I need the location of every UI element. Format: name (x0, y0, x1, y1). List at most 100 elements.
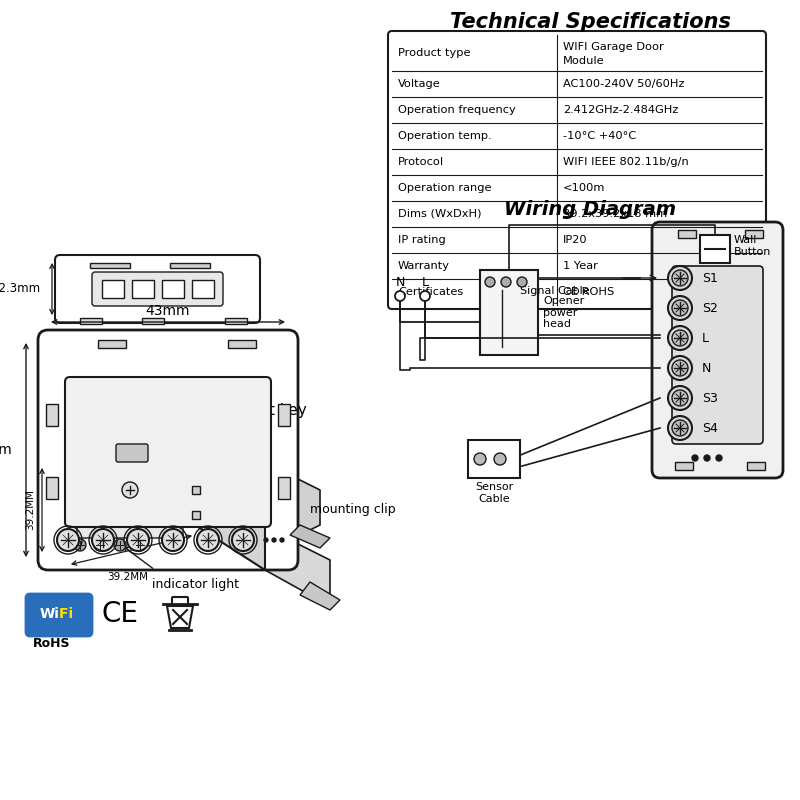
Text: -10°C +40°C: -10°C +40°C (563, 131, 636, 141)
Circle shape (74, 539, 86, 551)
Circle shape (501, 277, 511, 287)
Text: CE ROHS: CE ROHS (563, 287, 614, 297)
Circle shape (672, 330, 688, 346)
Text: IP20: IP20 (563, 235, 588, 245)
Text: S4: S4 (702, 422, 718, 434)
Bar (468, 440, 520, 478)
Circle shape (122, 482, 138, 498)
Text: 43mm: 43mm (146, 304, 190, 318)
Circle shape (94, 539, 106, 551)
Text: indicator light: indicator light (151, 578, 238, 591)
Circle shape (420, 291, 430, 301)
Circle shape (672, 270, 688, 286)
Circle shape (668, 386, 692, 410)
Bar (225, 318, 247, 324)
Circle shape (485, 277, 495, 287)
Circle shape (672, 390, 688, 406)
Text: Module: Module (563, 56, 605, 66)
Polygon shape (290, 525, 330, 548)
Text: Dims (WxDxH): Dims (WxDxH) (398, 209, 482, 219)
Text: 22.3mm: 22.3mm (0, 282, 40, 295)
Circle shape (57, 529, 79, 551)
Polygon shape (195, 435, 265, 570)
Circle shape (127, 529, 149, 551)
Bar (80, 318, 102, 324)
Text: Voltage: Voltage (398, 79, 441, 89)
FancyBboxPatch shape (388, 31, 766, 309)
Polygon shape (300, 582, 340, 610)
Circle shape (134, 539, 146, 551)
Text: WIFI Garage Door: WIFI Garage Door (563, 42, 664, 52)
Text: AC100-240V 50/60Hz: AC100-240V 50/60Hz (563, 79, 685, 89)
Circle shape (668, 296, 692, 320)
Bar (700, 235, 730, 263)
Bar (170, 263, 210, 268)
Text: S3: S3 (702, 391, 718, 405)
Circle shape (668, 266, 692, 290)
Text: Protocol: Protocol (398, 157, 444, 167)
Bar (228, 340, 256, 348)
Circle shape (672, 420, 688, 436)
Circle shape (162, 529, 184, 551)
Text: Reset key: Reset key (232, 402, 306, 418)
Circle shape (264, 538, 268, 542)
Circle shape (672, 300, 688, 316)
Circle shape (668, 356, 692, 380)
Text: mounting clip: mounting clip (310, 503, 396, 517)
Text: Operation range: Operation range (398, 183, 491, 193)
Text: L: L (702, 331, 709, 345)
Circle shape (692, 455, 698, 461)
Bar (192, 486, 200, 494)
Bar (278, 477, 290, 499)
Text: N: N (395, 275, 405, 289)
Bar (192, 280, 214, 298)
Circle shape (668, 326, 692, 350)
Bar (90, 263, 130, 268)
Text: Wiring Diagram: Wiring Diagram (504, 200, 676, 219)
Circle shape (272, 538, 276, 542)
Circle shape (92, 529, 114, 551)
Bar (46, 404, 58, 426)
Text: 39.2x39.2x18 mm: 39.2x39.2x18 mm (563, 209, 667, 219)
Text: 39.2MM: 39.2MM (107, 572, 149, 582)
Text: CE: CE (102, 600, 138, 628)
Bar (678, 230, 696, 238)
Circle shape (704, 455, 710, 461)
Text: S2: S2 (702, 302, 718, 314)
FancyBboxPatch shape (672, 266, 763, 444)
Polygon shape (68, 435, 265, 510)
Text: S1: S1 (702, 271, 718, 285)
Polygon shape (167, 606, 193, 628)
Bar (162, 280, 184, 298)
Bar (745, 230, 763, 238)
Bar (132, 280, 154, 298)
Circle shape (232, 529, 254, 551)
Text: IP rating: IP rating (398, 235, 446, 245)
FancyBboxPatch shape (652, 222, 783, 478)
Polygon shape (265, 520, 330, 605)
Text: Warranty: Warranty (398, 261, 450, 271)
Text: Opener
power
head: Opener power head (543, 296, 584, 329)
Text: Technical Specifications: Technical Specifications (450, 12, 730, 32)
Circle shape (716, 455, 722, 461)
Text: Product type: Product type (398, 48, 470, 58)
Bar (278, 404, 290, 426)
Bar (102, 280, 124, 298)
FancyBboxPatch shape (55, 255, 260, 323)
FancyBboxPatch shape (92, 272, 223, 306)
Text: ⁠Fi: ⁠Fi (59, 607, 73, 621)
Bar (747, 462, 765, 470)
Circle shape (395, 291, 405, 301)
Polygon shape (265, 475, 320, 535)
Text: L: L (422, 275, 429, 289)
Circle shape (494, 453, 506, 465)
Text: <100m: <100m (563, 183, 606, 193)
FancyBboxPatch shape (65, 377, 271, 527)
Bar (192, 511, 200, 519)
Text: 39.2MM: 39.2MM (25, 490, 35, 530)
Text: Wall
Button: Wall Button (734, 235, 771, 257)
Text: 1 Year: 1 Year (563, 261, 598, 271)
Text: 18MM: 18MM (105, 396, 135, 406)
Text: Operation temp.: Operation temp. (398, 131, 492, 141)
FancyBboxPatch shape (172, 597, 188, 605)
